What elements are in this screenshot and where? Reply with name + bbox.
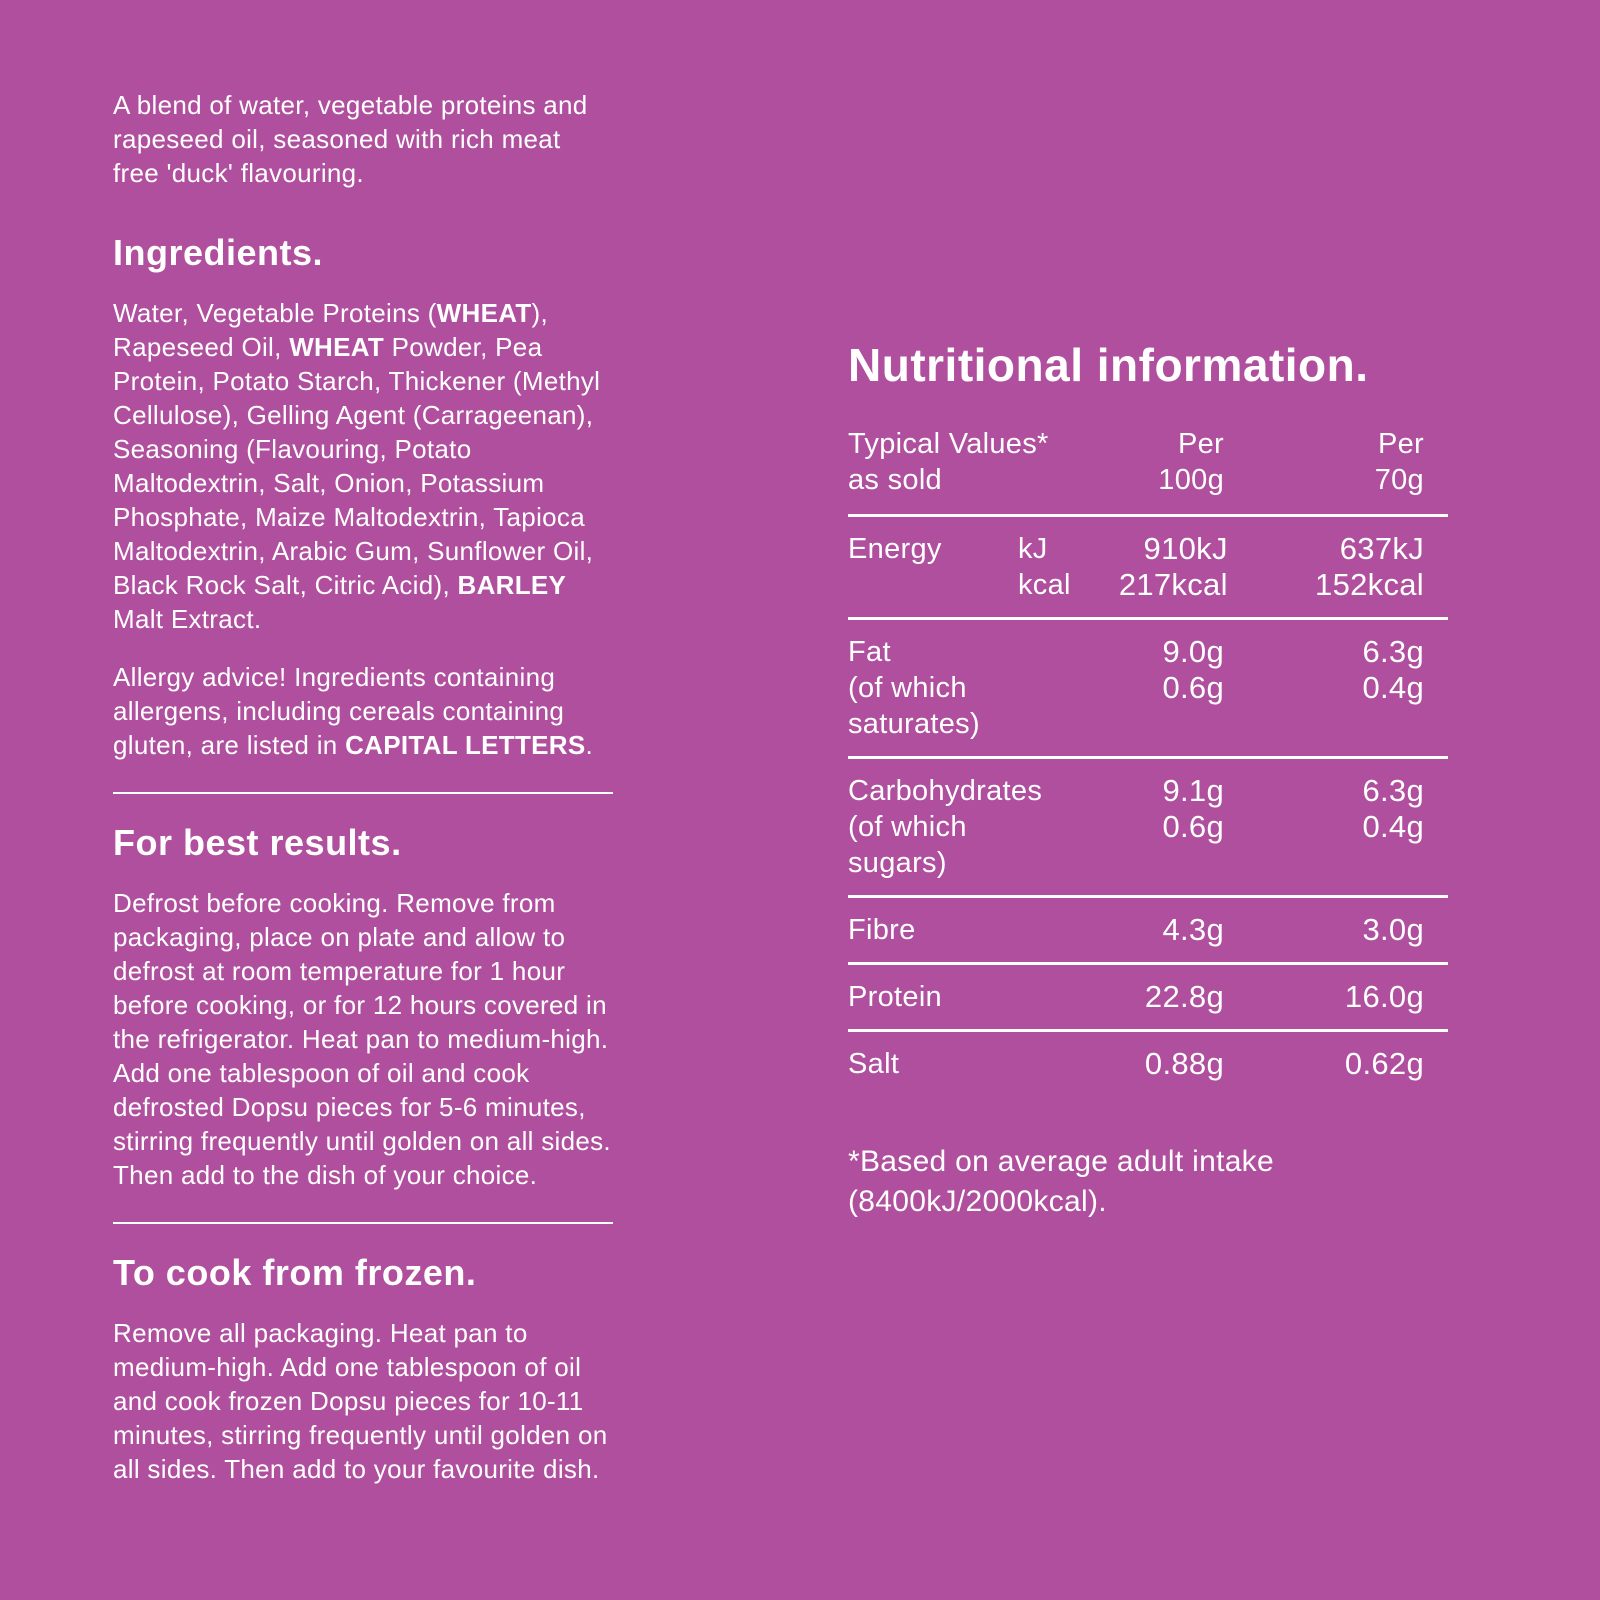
protein-per70: 16.0g xyxy=(1344,979,1424,1014)
fat-label: Fat xyxy=(848,636,891,668)
header-per100-cell: Per 100g xyxy=(1064,426,1224,498)
fat-per70: 6.3g xyxy=(1362,634,1424,669)
table-divider xyxy=(848,1029,1448,1032)
energy-per100-cell: 910kJ 217kcal xyxy=(1071,531,1228,603)
table-row-fat: Fat (of which saturates) 9.0g 0.6g 6.3g … xyxy=(848,620,1448,756)
cook-frozen-heading: To cook from frozen. xyxy=(113,1252,477,1293)
protein-per70-cell: 16.0g xyxy=(1224,979,1424,1015)
ingredients-heading: Ingredients. xyxy=(113,232,324,273)
ingredients-segment: ), Rapeseed Oil, xyxy=(113,298,549,362)
carbs-per100: 9.1g xyxy=(1162,773,1224,808)
header-per70-line1: Per xyxy=(1377,428,1424,460)
salt-per100-cell: 0.88g xyxy=(1064,1046,1224,1082)
fibre-per100-cell: 4.3g xyxy=(1064,912,1224,948)
cook-frozen-text: Remove all packaging. Heat pan to medium… xyxy=(113,1318,608,1484)
fibre-per70-cell: 3.0g xyxy=(1224,912,1424,948)
fibre-label: Fibre xyxy=(848,914,916,946)
ingredients-segment: Powder, Pea Protein, Potato Starch, Thic… xyxy=(113,332,601,600)
fat-per100-cell: 9.0g 0.6g xyxy=(1064,634,1224,706)
header-label-line2: as sold xyxy=(848,464,942,496)
protein-label: Protein xyxy=(848,981,942,1013)
header-per100-line2: 100g xyxy=(1158,464,1224,496)
header-per70-cell: Per 70g xyxy=(1224,426,1424,498)
carbs-sublabel: (of which sugars) xyxy=(848,811,967,879)
divider xyxy=(113,1222,613,1224)
fat-saturates-per70: 0.4g xyxy=(1362,670,1424,705)
energy-label-cell: Energy kJ kcal xyxy=(848,531,1071,603)
carbs-per70: 6.3g xyxy=(1362,773,1424,808)
nutrition-footnote: *Based on average adult intake (8400kJ/2… xyxy=(848,1142,1448,1222)
product-description: A blend of water, vegetable proteins and… xyxy=(113,90,588,188)
header-per70-line2: 70g xyxy=(1374,464,1424,496)
fibre-per70: 3.0g xyxy=(1362,912,1424,947)
salt-label: Salt xyxy=(848,1048,900,1080)
salt-per70-cell: 0.62g xyxy=(1224,1046,1424,1082)
ingredients-segment: Water, Vegetable Proteins ( xyxy=(113,298,437,328)
allergy-segment: Allergy advice! Ingredients containing a… xyxy=(113,662,565,760)
header-per100-line1: Per xyxy=(1177,428,1224,460)
table-row-protein: Protein 22.8g 16.0g xyxy=(848,965,1448,1029)
fat-per70-cell: 6.3g 0.4g xyxy=(1224,634,1424,706)
energy-unit-kcal: kcal xyxy=(1018,569,1071,601)
energy-unit-kj: kJ xyxy=(1018,533,1048,565)
allergy-segment-emphasis: CAPITAL LETTERS xyxy=(345,730,586,760)
allergy-segment: . xyxy=(585,730,594,760)
footnote-lines: *Based on average adult intake (8400kJ/2… xyxy=(848,1142,1448,1222)
salt-per100: 0.88g xyxy=(1144,1046,1224,1081)
footnote-line1: *Based on average adult intake xyxy=(848,1145,1274,1178)
header-label-line1: Typical Values* xyxy=(848,428,1049,460)
salt-label-cell: Salt xyxy=(848,1046,1064,1082)
ingredients-segment-allergen: WHEAT xyxy=(436,298,532,328)
energy-per70-kj: 637kJ xyxy=(1339,531,1424,566)
header-label-cell: Typical Values* as sold xyxy=(848,426,1064,498)
salt-per70: 0.62g xyxy=(1344,1046,1424,1081)
energy-per100-kcal: 217kcal xyxy=(1118,567,1228,602)
carbs-sugars-per70: 0.4g xyxy=(1362,809,1424,844)
fat-per100: 9.0g xyxy=(1162,634,1224,669)
energy-per100-kj: 910kJ xyxy=(1143,531,1228,566)
carbs-per100-cell: 9.1g 0.6g xyxy=(1064,773,1224,845)
carbs-label-cell: Carbohydrates (of which sugars) xyxy=(848,773,1064,881)
protein-per100-cell: 22.8g xyxy=(1064,979,1224,1015)
footnote-line2: (8400kJ/2000kcal). xyxy=(848,1185,1107,1218)
energy-units: kJ kcal xyxy=(1018,531,1071,603)
ingredients-segment: Malt Extract. xyxy=(113,604,262,634)
left-column: A blend of water, vegetable proteins and… xyxy=(113,88,613,1486)
ingredients-segment-allergen: BARLEY xyxy=(457,570,567,600)
ingredients-text: Water, Vegetable Proteins (WHEAT), Rapes… xyxy=(113,296,613,636)
nutrition-table: Typical Values* as sold Per 100g Per 70g… xyxy=(848,426,1448,1096)
energy-per70-cell: 637kJ 152kcal xyxy=(1228,531,1424,603)
fat-saturates-per100: 0.6g xyxy=(1162,670,1224,705)
fibre-per100: 4.3g xyxy=(1162,912,1224,947)
energy-per70-kcal: 152kcal xyxy=(1315,567,1424,602)
table-divider xyxy=(848,962,1448,965)
protein-label-cell: Protein xyxy=(848,979,1064,1015)
protein-per100: 22.8g xyxy=(1144,979,1224,1014)
table-divider xyxy=(848,895,1448,898)
table-row-energy: Energy kJ kcal 910kJ 217kcal 637kJ 152kc… xyxy=(848,517,1448,617)
table-row-salt: Salt 0.88g 0.62g xyxy=(848,1032,1448,1096)
carbs-label: Carbohydrates xyxy=(848,775,1043,807)
nutrition-section: Nutritional information. Typical Values*… xyxy=(848,338,1448,1222)
nutrition-heading: Nutritional information. xyxy=(848,339,1369,391)
divider xyxy=(113,792,613,794)
table-row-fibre: Fibre 4.3g 3.0g xyxy=(848,898,1448,962)
fibre-label-cell: Fibre xyxy=(848,912,1064,948)
best-results-heading: For best results. xyxy=(113,822,402,863)
allergy-advice: Allergy advice! Ingredients containing a… xyxy=(113,660,613,762)
energy-label: Energy xyxy=(848,533,942,565)
fat-sublabel: (of which saturates) xyxy=(848,672,980,740)
fat-label-cell: Fat (of which saturates) xyxy=(848,634,1064,742)
table-divider xyxy=(848,756,1448,759)
carbs-per70-cell: 6.3g 0.4g xyxy=(1224,773,1424,845)
best-results-text: Defrost before cooking. Remove from pack… xyxy=(113,888,611,1190)
ingredients-segment-allergen: WHEAT xyxy=(289,332,385,362)
table-divider xyxy=(848,617,1448,620)
table-header-row: Typical Values* as sold Per 100g Per 70g xyxy=(848,426,1448,514)
table-row-carbohydrates: Carbohydrates (of which sugars) 9.1g 0.6… xyxy=(848,759,1448,895)
table-divider xyxy=(848,514,1448,517)
carbs-sugars-per100: 0.6g xyxy=(1162,809,1224,844)
